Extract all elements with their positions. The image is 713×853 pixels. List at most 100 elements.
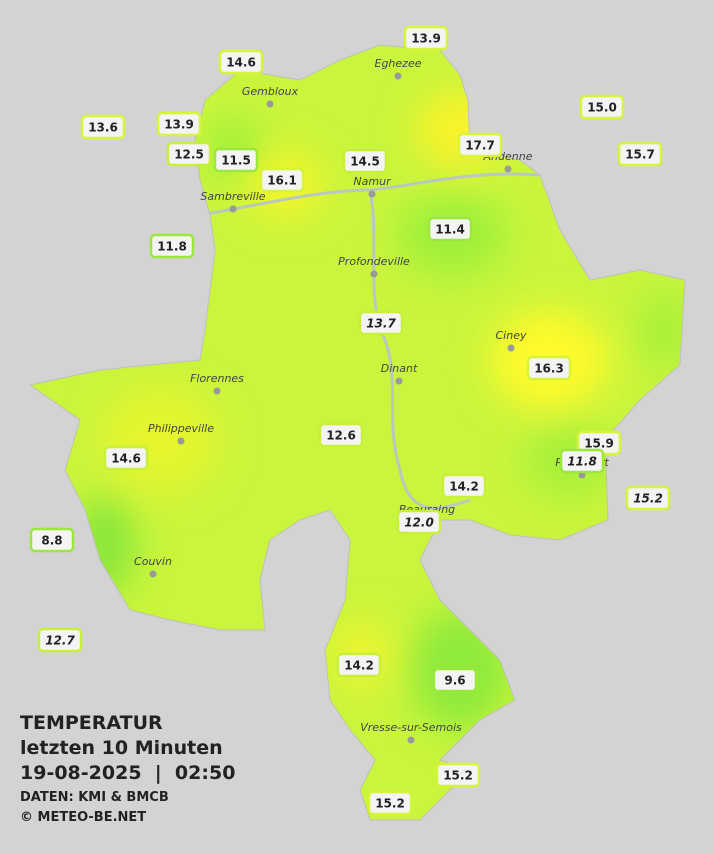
station-box bbox=[336, 652, 382, 678]
station-value: 15.7 bbox=[625, 148, 655, 162]
station-box bbox=[559, 448, 605, 474]
station-value: 14.2 bbox=[344, 659, 374, 673]
station: 11.4 bbox=[427, 216, 473, 242]
station-box bbox=[342, 148, 388, 174]
city-dot bbox=[229, 205, 237, 213]
station-value: 17.7 bbox=[465, 139, 495, 153]
station: 16.1 bbox=[259, 167, 305, 193]
copyright: © METEO-BE.NET bbox=[20, 810, 147, 825]
station: 13.7 bbox=[358, 310, 404, 336]
city-label: Eghezee bbox=[375, 57, 422, 70]
city-label: Florennes bbox=[190, 372, 244, 385]
station-value: 12.6 bbox=[326, 429, 356, 443]
city-label: Namur bbox=[353, 175, 392, 188]
station-box bbox=[156, 111, 202, 137]
city-dot bbox=[368, 190, 376, 198]
station-box bbox=[149, 233, 195, 259]
station: 13.9 bbox=[403, 25, 449, 51]
station: 15.2 bbox=[367, 790, 413, 816]
station: 14.5 bbox=[342, 148, 388, 174]
station-box bbox=[441, 473, 487, 499]
station-value: 11.8 bbox=[157, 240, 187, 254]
station: 15.9 bbox=[576, 430, 622, 456]
city-label: Ciney bbox=[496, 329, 527, 342]
city-label: Vresse-sur-Semois bbox=[360, 721, 462, 734]
station-box bbox=[103, 445, 149, 471]
station-box bbox=[579, 94, 625, 120]
station-box bbox=[432, 667, 478, 693]
station: 14.6 bbox=[103, 445, 149, 471]
city-dot bbox=[266, 100, 274, 108]
city-dot bbox=[507, 344, 515, 352]
datetime: 19-08-2025 | 02:50 bbox=[20, 762, 236, 784]
title: TEMPERATUR bbox=[20, 712, 163, 734]
station-value: 16.1 bbox=[267, 174, 297, 188]
city-label: Couvin bbox=[134, 555, 172, 568]
station-box bbox=[29, 527, 75, 553]
station: 14.2 bbox=[336, 652, 382, 678]
station: 12.6 bbox=[318, 422, 364, 448]
city-label: Profondeville bbox=[338, 255, 410, 268]
station-box bbox=[218, 49, 264, 75]
station: 15.2 bbox=[435, 762, 481, 788]
station-value: 15.2 bbox=[443, 769, 473, 783]
station-value: 11.8 bbox=[567, 455, 597, 469]
city-dot bbox=[407, 736, 415, 744]
station-box bbox=[435, 762, 481, 788]
city-label: Sambreville bbox=[200, 190, 265, 203]
source: DATEN: KMI & BMCB bbox=[20, 790, 169, 805]
city-dot bbox=[149, 570, 157, 578]
station-value: 12.7 bbox=[45, 634, 75, 648]
city-dot bbox=[213, 387, 221, 395]
station: 11.8 bbox=[149, 233, 195, 259]
station-value: 8.8 bbox=[41, 534, 62, 548]
city-dot bbox=[177, 437, 185, 445]
station: 9.6 bbox=[432, 667, 478, 693]
station-value: 16.3 bbox=[534, 362, 564, 376]
station-value: 14.6 bbox=[226, 56, 256, 70]
station: 8.8 bbox=[29, 527, 75, 553]
station: 13.9 bbox=[156, 111, 202, 137]
station-value: 14.5 bbox=[350, 155, 380, 169]
subtitle: letzten 10 Minuten bbox=[20, 737, 223, 759]
city-dot bbox=[395, 377, 403, 385]
station: 11.5 bbox=[213, 147, 259, 173]
station-value: 11.4 bbox=[435, 223, 465, 237]
city-dot bbox=[394, 72, 402, 80]
station-value: 13.7 bbox=[366, 317, 396, 331]
station: 12.5 bbox=[166, 141, 212, 167]
station-value: 13.6 bbox=[88, 121, 118, 135]
station: 11.8 bbox=[559, 448, 605, 474]
station-box bbox=[166, 141, 212, 167]
station-box bbox=[403, 25, 449, 51]
city-label: Philippeville bbox=[148, 422, 214, 435]
station-box bbox=[80, 114, 126, 140]
city-label: Gembloux bbox=[242, 85, 299, 98]
station: 12.0 bbox=[396, 509, 442, 535]
station-box bbox=[396, 509, 442, 535]
station-value: 9.6 bbox=[444, 674, 465, 688]
city-dot bbox=[504, 165, 512, 173]
station: 17.7 bbox=[457, 132, 503, 158]
station-box bbox=[625, 485, 671, 511]
city-dot bbox=[370, 270, 378, 278]
station-box bbox=[213, 147, 259, 173]
station-value: 14.2 bbox=[449, 480, 479, 494]
station-value: 12.5 bbox=[174, 148, 204, 162]
station-box bbox=[318, 422, 364, 448]
station-value: 13.9 bbox=[164, 118, 194, 132]
station-value: 15.9 bbox=[584, 437, 614, 451]
station: 15.7 bbox=[617, 141, 663, 167]
station: 13.6 bbox=[80, 114, 126, 140]
station: 15.0 bbox=[579, 94, 625, 120]
station-box bbox=[259, 167, 305, 193]
station-box bbox=[367, 790, 413, 816]
station-box bbox=[457, 132, 503, 158]
station-value: 14.6 bbox=[111, 452, 141, 466]
station: 14.2 bbox=[441, 473, 487, 499]
station: 16.3 bbox=[526, 355, 572, 381]
station-value: 12.0 bbox=[404, 516, 434, 530]
station-box bbox=[427, 216, 473, 242]
station-value: 15.2 bbox=[375, 797, 405, 811]
